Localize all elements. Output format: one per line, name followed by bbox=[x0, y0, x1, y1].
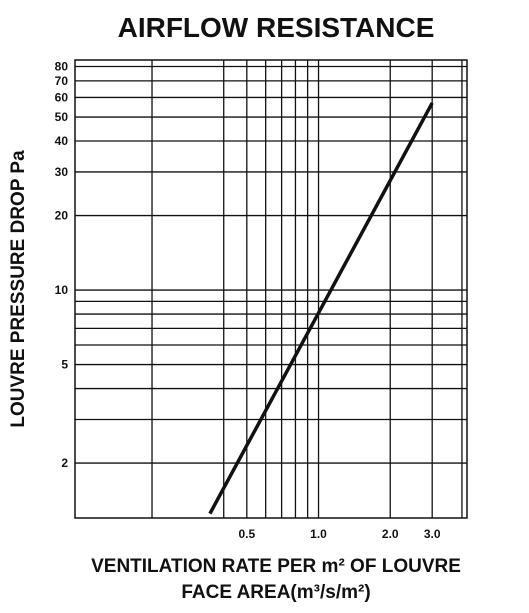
y-tick-label: 80 bbox=[55, 60, 69, 74]
data-line bbox=[208, 102, 434, 515]
y-tick-label: 20 bbox=[55, 209, 69, 223]
x-axis-label: FACE AREA(m³/s/m²) bbox=[181, 582, 370, 603]
x-tick-label: 0.5 bbox=[238, 527, 255, 541]
y-tick-label: 30 bbox=[55, 165, 69, 179]
x-tick-label: 1.0 bbox=[310, 527, 327, 541]
y-tick-label: 60 bbox=[55, 90, 69, 104]
y-axis-label: LOUVRE PRESSURE DROP Pa bbox=[8, 150, 29, 428]
y-tick-label: 70 bbox=[55, 74, 69, 88]
y-tick-label: 40 bbox=[55, 134, 69, 148]
y-tick-label: 10 bbox=[55, 283, 69, 297]
y-tick-label: 50 bbox=[55, 110, 69, 124]
y-tick-label: 5 bbox=[61, 358, 68, 372]
chart-title: AIRFLOW RESISTANCE bbox=[118, 12, 435, 43]
x-tick-label: 2.0 bbox=[382, 527, 399, 541]
plot-frame bbox=[74, 59, 468, 519]
x-tick-label: 3.0 bbox=[424, 527, 441, 541]
y-tick-label: 2 bbox=[61, 456, 68, 470]
x-axis-label: VENTILATION RATE PER m² OF LOUVRE bbox=[91, 556, 461, 577]
